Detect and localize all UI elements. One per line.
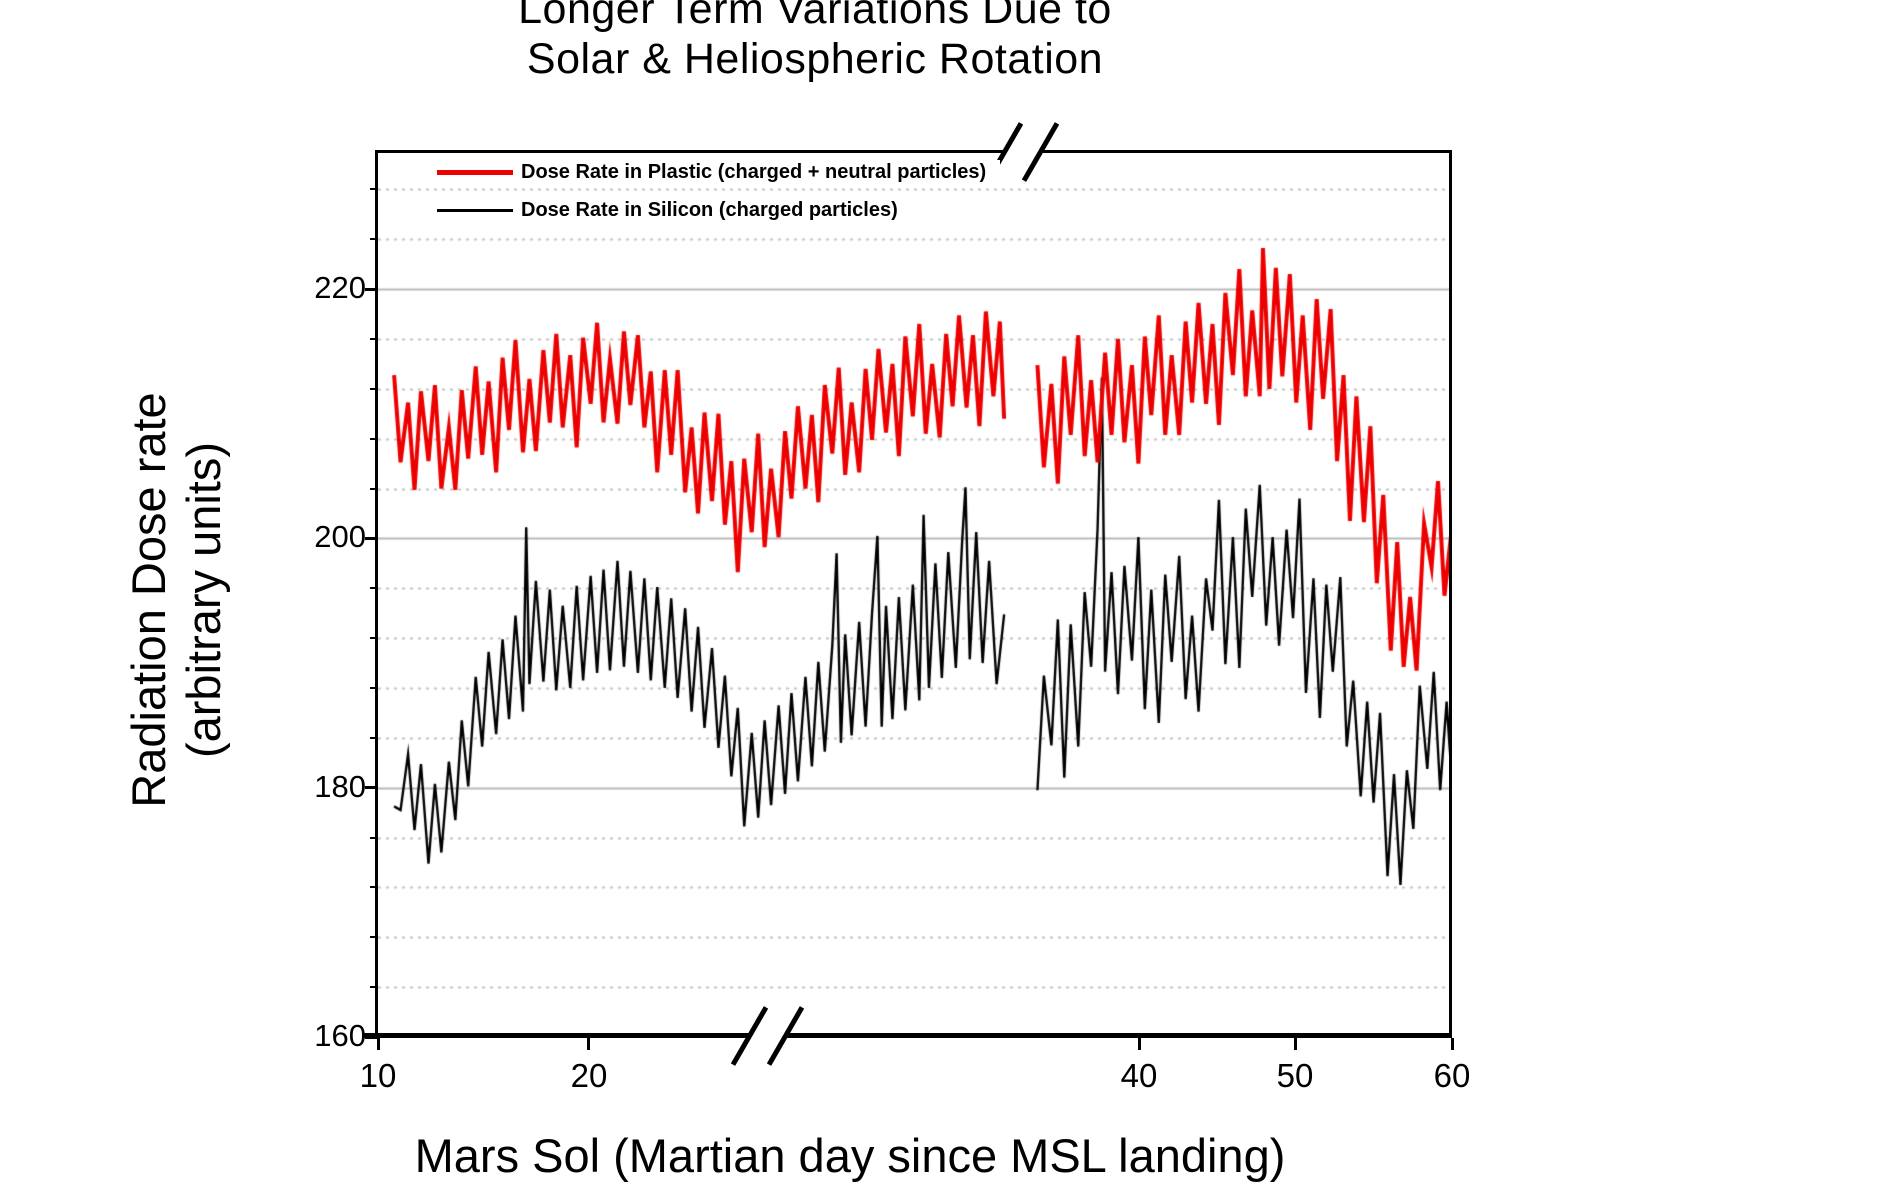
legend-label-silicon: Dose Rate in Silicon (charged particles)	[521, 198, 898, 221]
y-minor-tick	[370, 637, 378, 639]
y-tick-label: 220	[314, 270, 366, 305]
legend-item-silicon: Dose Rate in Silicon (charged particles)	[437, 198, 1001, 222]
x-tick-label: 60	[1433, 1057, 1471, 1094]
y-major-tick	[365, 1036, 378, 1039]
y-minor-tick	[370, 737, 378, 739]
plot-area	[378, 152, 1452, 1037]
y-axis-label-line2: (arbitrary units)	[177, 442, 230, 759]
chart-title-line1: Longer Term Variations Due to	[518, 0, 1112, 33]
y-minor-tick	[370, 986, 378, 988]
y-tick-label: 160	[314, 1018, 366, 1053]
legend-label-plastic: Dose Rate in Plastic (charged + neutral …	[521, 160, 987, 183]
x-axis-label: Mars Sol (Martian day since MSL landing)	[414, 1129, 1286, 1182]
y-minor-tick	[370, 488, 378, 490]
x-tick-label: 50	[1276, 1057, 1314, 1094]
y-axis-label-line1: Radiation Dose rate	[122, 392, 175, 808]
chart-canvas	[378, 152, 1452, 1037]
top-axis-spine	[375, 150, 1452, 153]
x-tick-label: 20	[570, 1057, 608, 1094]
axis-break-gap	[1005, 146, 1040, 157]
y-minor-tick	[370, 886, 378, 888]
legend-swatch-silicon	[437, 208, 513, 212]
y-tick-label: 200	[314, 519, 366, 554]
y-minor-tick	[370, 338, 378, 340]
x-major-tick	[1294, 1038, 1297, 1050]
legend-item-plastic: Dose Rate in Plastic (charged + neutral …	[437, 160, 1001, 184]
y-axis-label: Radiation Dose rate (arbitrary units)	[121, 180, 235, 1020]
y-minor-tick	[370, 388, 378, 390]
y-major-tick	[365, 537, 378, 540]
axis-break-gap	[750, 1030, 785, 1041]
y-major-tick	[365, 786, 378, 789]
y-tick-label: 180	[314, 769, 366, 804]
y-minor-tick	[370, 438, 378, 440]
y-minor-tick	[370, 837, 378, 839]
y-major-tick	[365, 288, 378, 291]
legend: Dose Rate in Plastic (charged + neutral …	[437, 160, 1001, 236]
x-tick-label: 10	[359, 1057, 397, 1094]
y-minor-tick	[370, 936, 378, 938]
y-minor-tick	[370, 238, 378, 240]
chart-title: Longer Term Variations Due to Solar & He…	[0, 0, 1630, 84]
chart-title-line2: Solar & Heliospheric Rotation	[526, 35, 1104, 83]
legend-swatch-plastic	[437, 169, 513, 175]
x-tick-label: 40	[1120, 1057, 1158, 1094]
x-major-tick	[587, 1038, 590, 1050]
left-axis-spine	[375, 150, 378, 1038]
bottom-axis-spine	[363, 1033, 1452, 1038]
x-major-tick	[1451, 1038, 1454, 1050]
y-minor-tick	[370, 687, 378, 689]
y-minor-tick	[370, 188, 378, 190]
x-major-tick	[1138, 1038, 1141, 1050]
right-axis-spine	[1449, 150, 1452, 1038]
x-major-tick	[377, 1038, 380, 1050]
y-minor-tick	[370, 587, 378, 589]
